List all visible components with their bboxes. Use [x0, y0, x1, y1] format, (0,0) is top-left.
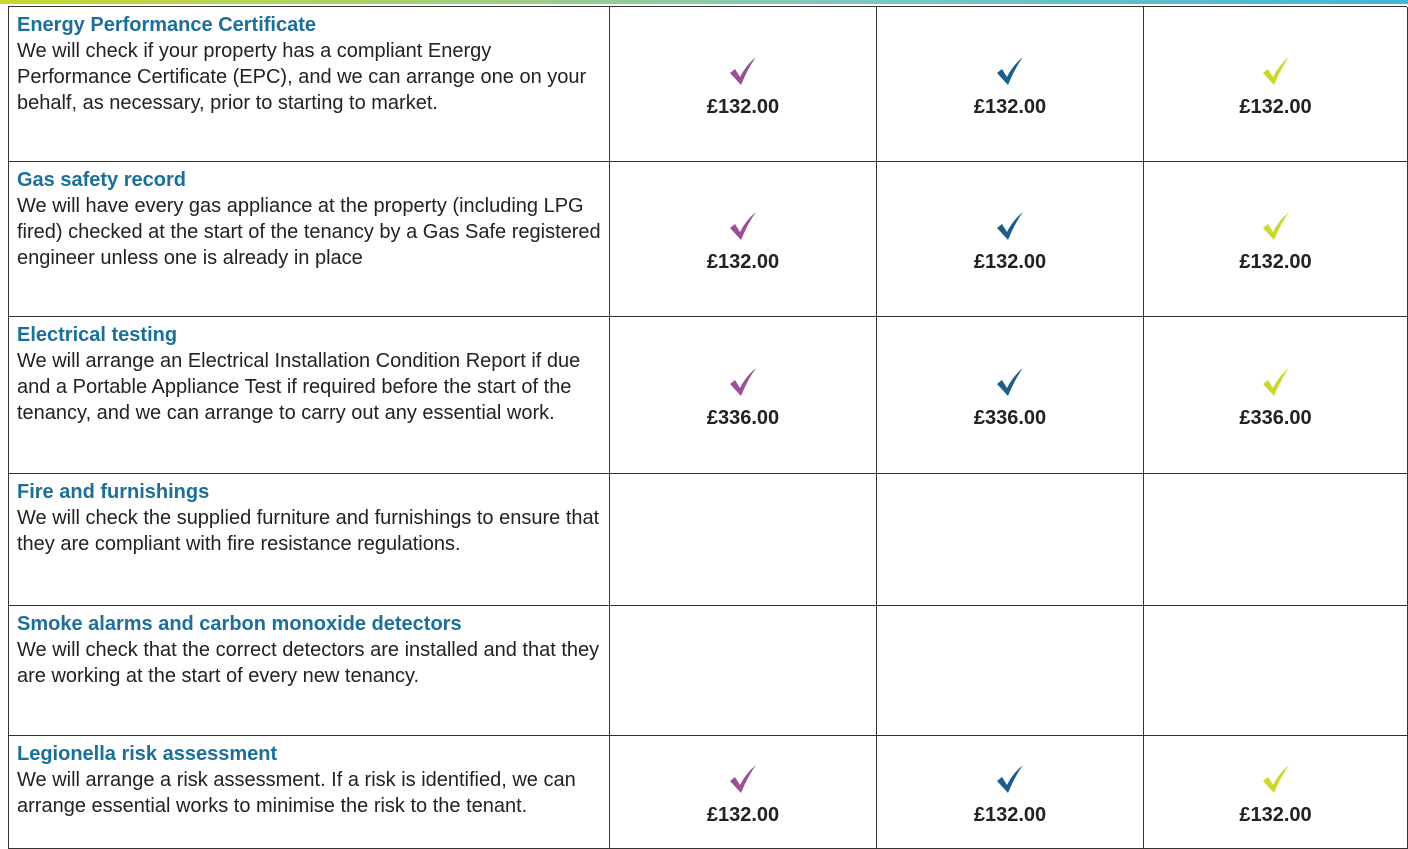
check-icon [997, 211, 1023, 240]
service-cell: Fire and furnishings We will check the su… [9, 474, 610, 606]
service-title: Gas safety record [17, 169, 186, 191]
check-icon [997, 764, 1023, 793]
check-shape [1262, 211, 1289, 240]
check-icon [1262, 764, 1289, 793]
check-shape [997, 367, 1023, 396]
price-cell [877, 474, 1144, 606]
price: £132.00 [1239, 250, 1312, 273]
check-shape [730, 211, 756, 240]
price-cell [1144, 606, 1408, 736]
price: £132.00 [973, 95, 1047, 118]
price: £132.00 [973, 803, 1047, 826]
service-cell: Legionella risk assessment We will arrang… [9, 736, 610, 849]
price-cell: £132.00 [610, 736, 877, 849]
check-shape [997, 56, 1023, 85]
price-cell [1144, 474, 1408, 606]
check-shape [730, 367, 756, 396]
service-description: We will arrange a risk assessment. If a … [17, 769, 576, 817]
check-shape [1262, 56, 1289, 85]
price-cell: £336.00 [877, 317, 1144, 474]
check-shape [1262, 764, 1289, 793]
price: £336.00 [973, 406, 1047, 429]
service-title: Electrical testing [17, 324, 178, 346]
service-cell: Energy Performance Certificate We will ch… [9, 7, 610, 162]
service-description: We will check the supplied furniture and… [17, 507, 600, 555]
check-icon [1262, 56, 1289, 85]
check-shape [730, 56, 756, 85]
service-title: Legionella risk assessment [17, 743, 278, 765]
service-title: Smoke alarms and carbon monoxide detecto… [17, 613, 462, 635]
price: £132.00 [1239, 95, 1312, 118]
price-cell: £336.00 [610, 317, 877, 474]
price-cell: £132.00 [877, 7, 1144, 162]
service-cell: Smoke alarms and carbon monoxide detecto… [9, 606, 610, 736]
price-cell: £132.00 [1144, 7, 1408, 162]
check-icon [730, 764, 756, 793]
price: £132.00 [706, 250, 780, 273]
services-table: Energy Performance Certificate We will ch… [8, 6, 1408, 849]
service-description: We will check that the correct detectors… [17, 639, 600, 687]
check-shape [997, 211, 1023, 240]
service-title: Energy Performance Certificate [17, 14, 317, 36]
price-cell: £132.00 [1144, 162, 1408, 317]
check-icon [1262, 367, 1289, 396]
price: £132.00 [706, 803, 780, 826]
check-shape [1262, 367, 1289, 396]
check-icon [730, 56, 756, 85]
service-title: Fire and furnishings [17, 481, 210, 503]
price-cell [610, 606, 877, 736]
service-description: We will have every gas appliance at the … [17, 195, 601, 269]
check-icon [730, 211, 756, 240]
check-icon [997, 367, 1023, 396]
top-bar [0, 0, 1408, 4]
check-shape [997, 764, 1023, 793]
check-icon [997, 56, 1023, 85]
check-icon [1262, 211, 1289, 240]
service-cell: Electrical testing We will arrange an Ele… [9, 317, 610, 474]
service-description: We will check if your property has a com… [17, 40, 587, 114]
price-cell: £336.00 [1144, 317, 1408, 474]
price-cell: £132.00 [1144, 736, 1408, 849]
price-cell: £132.00 [610, 7, 877, 162]
price: £132.00 [1239, 803, 1312, 826]
price: £132.00 [706, 95, 780, 118]
check-shape [730, 764, 756, 793]
price-cell [877, 606, 1144, 736]
service-cell: Gas safety record We will have every gas … [9, 162, 610, 317]
check-icon [730, 367, 756, 396]
price: £132.00 [973, 250, 1047, 273]
price-cell: £132.00 [877, 736, 1144, 849]
price: £336.00 [1239, 406, 1312, 429]
service-description: We will arrange an Electrical Installati… [17, 350, 581, 424]
price: £336.00 [706, 406, 780, 429]
price-cell [610, 474, 877, 606]
price-cell: £132.00 [877, 162, 1144, 317]
price-cell: £132.00 [610, 162, 877, 317]
